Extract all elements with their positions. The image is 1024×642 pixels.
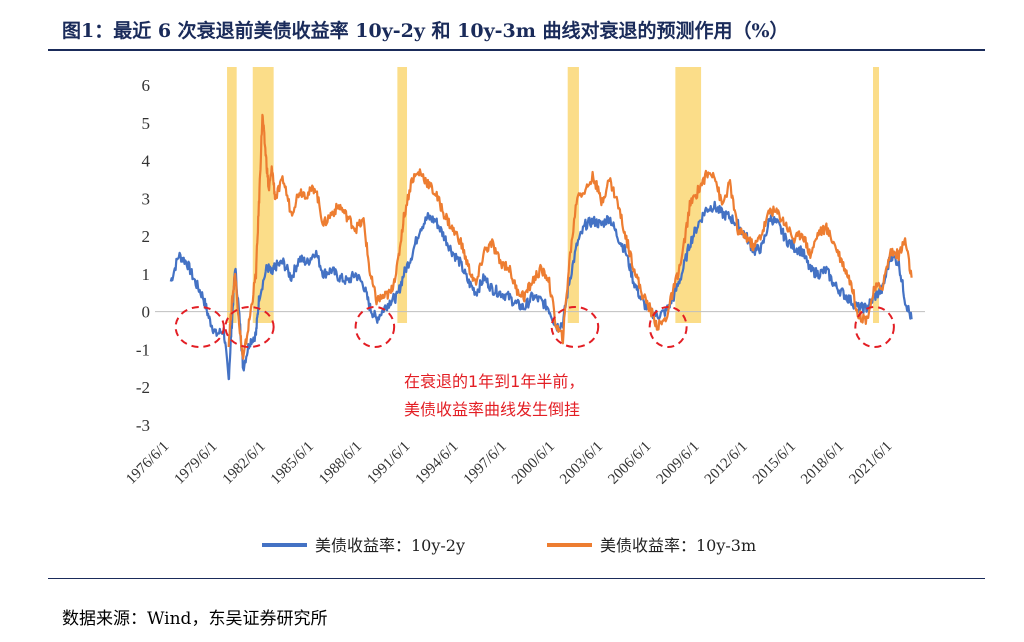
recession-band-3 (397, 67, 408, 323)
annotation-line-2: 美债收益率曲线发生倒挂 (404, 400, 580, 419)
inversion-ellipse-3 (354, 306, 396, 348)
x-tick-label: 2018/6/1 (798, 439, 847, 488)
y-axis: -3 -2 -1 0 1 2 3 4 5 6 (136, 76, 925, 435)
inversion-ellipse-2 (224, 306, 275, 348)
x-tick-label: 1979/6/1 (172, 439, 221, 488)
y-tick-label: -2 (136, 378, 150, 397)
annotation-line-1: 在衰退的1年到1年半前， (404, 372, 584, 391)
recession-band-2 (252, 67, 274, 323)
legend: 美债收益率：10y-2y 美债收益率：10y-3m (262, 536, 756, 555)
y-tick-label: 0 (142, 303, 151, 322)
source-note: 数据来源：Wind，东吴证券研究所 (62, 609, 328, 629)
recession-bands (227, 67, 880, 323)
x-tick-label: 2006/6/1 (605, 439, 654, 488)
x-tick-label: 2000/6/1 (509, 439, 558, 488)
x-tick-label: 2015/6/1 (750, 439, 799, 488)
x-tick-label: 1982/6/1 (220, 439, 269, 488)
legend-label-10y-3m: 美债收益率：10y-3m (600, 536, 756, 555)
recession-band-1 (227, 67, 237, 323)
x-tick-label: 1976/6/1 (123, 439, 172, 488)
recession-band-4 (567, 67, 579, 323)
x-tick-label: 2003/6/1 (557, 439, 606, 488)
series-line-10y-3m (227, 113, 913, 360)
x-tick-label: 2012/6/1 (702, 439, 751, 488)
x-tick-label: 1988/6/1 (316, 439, 365, 488)
y-tick-label: 5 (142, 114, 151, 133)
x-tick-label: 2009/6/1 (654, 439, 703, 488)
y-tick-label: 6 (142, 76, 151, 95)
x-tick-label: 1991/6/1 (364, 439, 413, 488)
inversion-ellipse-5 (648, 306, 688, 348)
chart-title: 图1：最近 6 次衰退前美债收益率 10y-2y 和 10y-3m 曲线对衰退的… (62, 20, 789, 42)
y-tick-label: -3 (136, 416, 150, 435)
recession-band-6 (873, 67, 880, 323)
x-tick-label: 1985/6/1 (268, 439, 317, 488)
series-lines (169, 113, 913, 381)
y-tick-label: 2 (142, 227, 151, 246)
y-tick-label: 1 (142, 265, 151, 284)
x-axis: 1976/6/1 1979/6/1 1982/6/1 1985/6/1 1988/6/1… (123, 439, 895, 488)
inversion-highlights (174, 306, 895, 348)
bottom-rule (48, 578, 985, 579)
series-line-10y-2y (169, 200, 913, 381)
top-rule (48, 49, 985, 51)
x-tick-label: 1997/6/1 (461, 439, 510, 488)
y-tick-label: 3 (142, 189, 151, 208)
legend-label-10y-2y: 美债收益率：10y-2y (315, 536, 465, 555)
y-tick-label: -1 (136, 340, 150, 359)
inversion-ellipse-1 (174, 306, 225, 348)
x-tick-label: 2021/6/1 (846, 439, 895, 488)
inversion-ellipse-4 (550, 306, 600, 348)
x-tick-label: 1994/6/1 (413, 439, 462, 488)
inversion-ellipse-6 (854, 306, 895, 348)
y-tick-label: 4 (142, 152, 151, 171)
